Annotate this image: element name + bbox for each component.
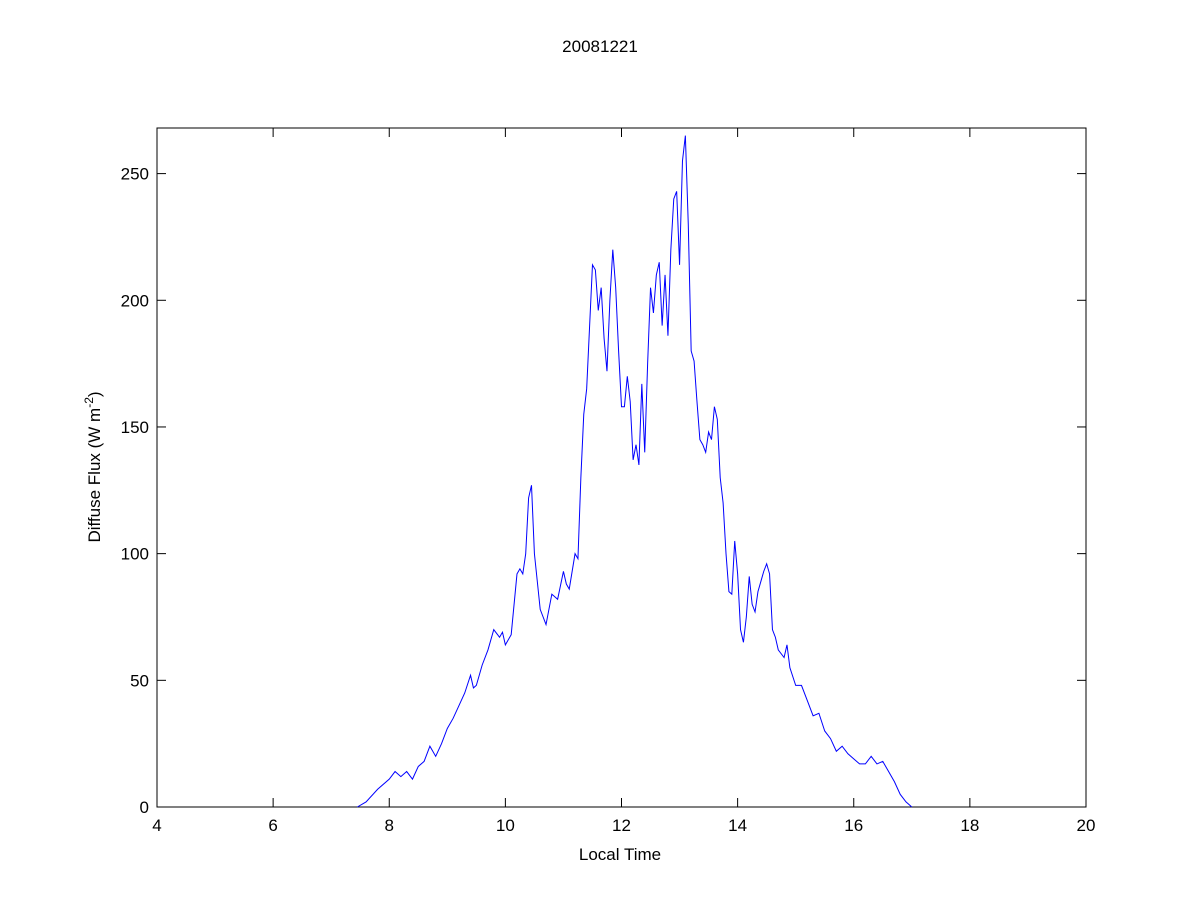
x-tick-label: 16 <box>844 816 863 835</box>
y-label-suffix: ) <box>85 391 104 397</box>
y-tick-label: 250 <box>121 165 149 184</box>
y-axis-label: Diffuse Flux (W m-2) <box>82 391 104 542</box>
x-tick-label: 8 <box>385 816 394 835</box>
x-tick-label: 6 <box>268 816 277 835</box>
x-axis-label: Local Time <box>579 845 661 864</box>
x-tick-label: 10 <box>496 816 515 835</box>
y-tick-label: 100 <box>121 545 149 564</box>
y-tick-label: 150 <box>121 418 149 437</box>
y-tick-label: 0 <box>140 798 149 817</box>
chart-title: 20081221 <box>562 37 638 56</box>
x-tick-label: 12 <box>612 816 631 835</box>
x-tick-label: 4 <box>152 816 161 835</box>
x-tick-label: 18 <box>960 816 979 835</box>
y-tick-label: 50 <box>130 671 149 690</box>
data-line <box>357 135 913 808</box>
x-tick-label: 20 <box>1077 816 1096 835</box>
y-label-superscript: -2 <box>82 397 96 408</box>
y-label-text: Diffuse Flux (W m <box>85 408 104 543</box>
y-tick-label: 200 <box>121 291 149 310</box>
x-tick-label: 14 <box>728 816 747 835</box>
